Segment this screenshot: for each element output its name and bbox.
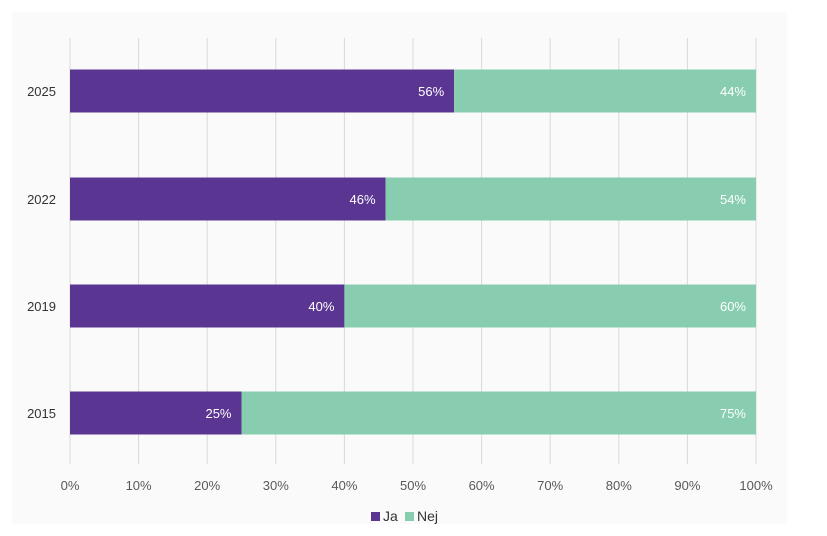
x-tick-label: 20%	[194, 478, 220, 493]
data-label: 40%	[308, 299, 334, 314]
bar-ja-2015	[70, 391, 242, 435]
legend-swatch-ja	[371, 512, 380, 521]
x-tick-label: 30%	[263, 478, 289, 493]
data-label: 44%	[720, 84, 746, 99]
bar-ja-2025	[70, 69, 455, 113]
bar-nej-2015	[241, 391, 756, 435]
data-label: 56%	[418, 84, 444, 99]
x-tick-label: 100%	[739, 478, 773, 493]
x-tick-label: 80%	[606, 478, 632, 493]
category-label: 2019	[27, 299, 56, 314]
category-label: 2015	[27, 406, 56, 421]
data-label: 75%	[720, 406, 746, 421]
category-axis: 2025 2022 2019 2015	[27, 84, 56, 421]
data-label: 60%	[720, 299, 746, 314]
bar-nej-2025	[454, 69, 756, 113]
legend-label-ja: Ja	[383, 508, 398, 524]
x-tick-label: 40%	[331, 478, 357, 493]
bar-nej-2022	[385, 177, 756, 221]
value-axis: 0% 10% 20% 30% 40% 50% 60% 70% 80% 90% 100%	[61, 478, 773, 493]
x-tick-label: 70%	[537, 478, 563, 493]
bar-ja-2022	[70, 177, 386, 221]
data-label: 54%	[720, 192, 746, 207]
x-tick-label: 50%	[400, 478, 426, 493]
x-tick-label: 0%	[61, 478, 80, 493]
data-label: 25%	[205, 406, 231, 421]
category-label: 2022	[27, 192, 56, 207]
bars: 56% 44% 46% 54% 40% 60% 25% 75%	[70, 69, 756, 435]
x-tick-label: 60%	[469, 478, 495, 493]
data-label: 46%	[350, 192, 376, 207]
legend-label-nej: Nej	[417, 508, 438, 524]
x-tick-label: 10%	[126, 478, 152, 493]
legend: Ja Nej	[371, 508, 438, 524]
x-tick-label: 90%	[674, 478, 700, 493]
category-label: 2025	[27, 84, 56, 99]
bar-ja-2019	[70, 284, 345, 328]
legend-swatch-nej	[405, 512, 414, 521]
bar-nej-2019	[344, 284, 756, 328]
